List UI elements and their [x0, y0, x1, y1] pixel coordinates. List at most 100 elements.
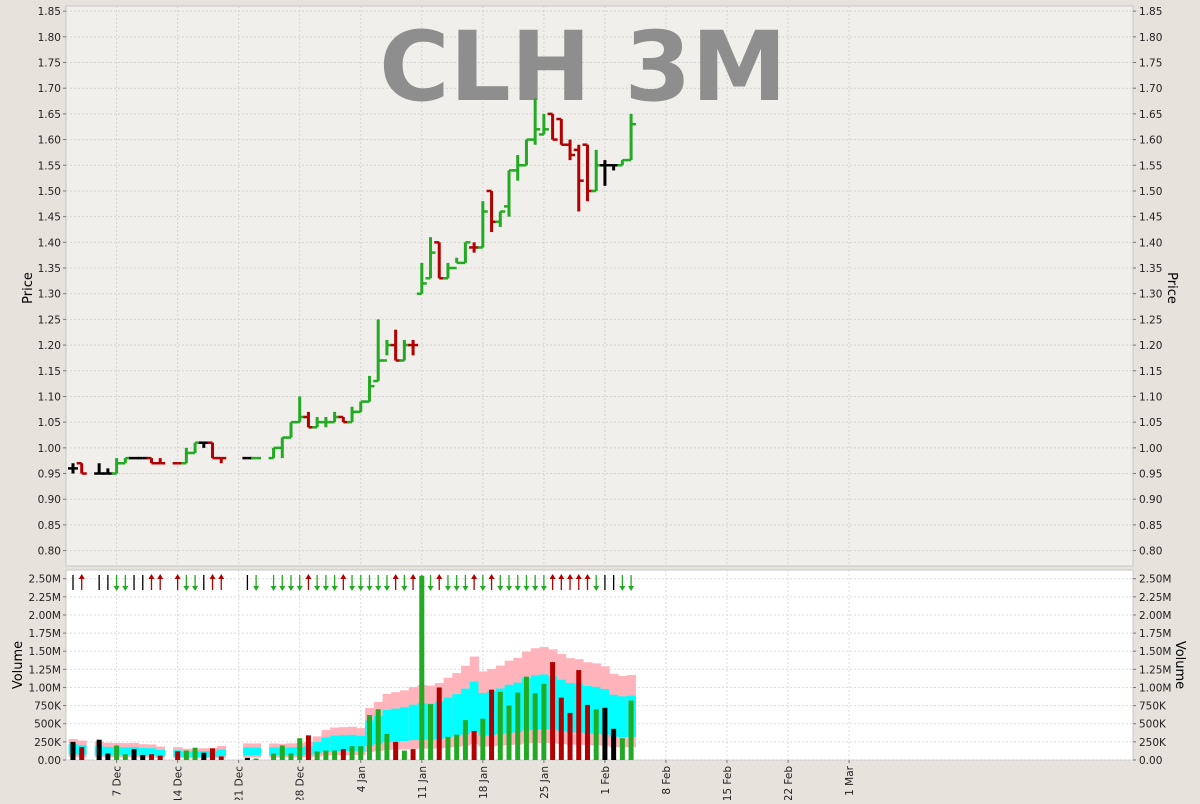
signal-marker — [392, 574, 399, 590]
signal-marker — [270, 575, 277, 591]
price-bars — [68, 98, 637, 475]
ohlc-bar — [216, 456, 227, 464]
signal-arrow-down — [322, 586, 329, 591]
volume-band-inner — [120, 747, 131, 756]
volume-tick-label: 750K — [34, 701, 62, 713]
signal-marker — [279, 575, 286, 591]
signal-marker — [540, 575, 547, 591]
x-tick-label: 1 Mar — [844, 765, 856, 796]
x-tick-label: 11 Jan — [417, 766, 429, 799]
volume-bar — [628, 700, 634, 760]
ohlc-bar — [477, 201, 488, 249]
ohlc-bar — [530, 98, 541, 145]
volume-bar — [192, 747, 198, 760]
volume-bar — [541, 683, 547, 760]
price-tick-label: 1.05 — [38, 417, 61, 429]
volume-bar — [375, 709, 381, 760]
ohlc-bar — [364, 375, 375, 403]
price-axis-left: 0.80 0.85 0.90 0.95 1.00 1.05 1.10 1.15 1.20 1.25… — [38, 6, 66, 558]
signal-arrow-up — [392, 574, 399, 579]
ohlc-bar — [76, 461, 87, 475]
volume-bar — [567, 712, 573, 760]
price-tick-label: 1.70 — [1139, 83, 1162, 95]
volume-bar — [428, 704, 434, 760]
volume-band-inner — [609, 694, 619, 737]
x-tick-label: 28 Dec — [295, 766, 307, 800]
signal-marker — [288, 575, 294, 591]
ohlc-bar — [425, 237, 436, 280]
signal-arrow-up — [174, 574, 181, 579]
volume-bar — [532, 693, 538, 760]
signal-arrow-down — [375, 586, 382, 591]
price-tick-label: 1.40 — [1139, 237, 1162, 249]
price-tick-label: 1.00 — [1139, 443, 1162, 455]
volume-band-inner — [251, 747, 261, 756]
volume-axis-right: 0.00 250K 500K 750K 1.00M 1.25M 1.50M 1.75M 2.00… — [1133, 574, 1171, 767]
price-tick-label: 1.25 — [1139, 314, 1162, 326]
signal-arrow-up — [78, 574, 85, 579]
ohlc-bar — [626, 113, 637, 162]
price-tick-label: 1.85 — [1139, 6, 1162, 18]
ohlc-bar — [538, 113, 549, 136]
signal-arrow-up — [471, 574, 478, 579]
volume-bar — [489, 689, 495, 760]
signal-marker — [619, 575, 626, 591]
price-tick-label: 0.95 — [1139, 469, 1162, 481]
volume-bar — [611, 728, 617, 760]
signal-arrow-down — [314, 586, 321, 591]
volume-band-inner — [103, 746, 113, 756]
price-tick-label: 1.30 — [1139, 289, 1162, 301]
volume-bar — [393, 741, 399, 760]
volume-bar — [584, 704, 590, 760]
ohlc-bar — [565, 139, 576, 161]
price-tick-label: 0.90 — [1139, 494, 1162, 506]
signal-arrow-down — [113, 586, 120, 591]
signal-marker — [471, 574, 478, 590]
volume-bar — [340, 749, 346, 760]
price-tick-label: 1.40 — [38, 237, 61, 249]
price-tick-label: 1.55 — [38, 160, 61, 172]
signal-arrow-up — [340, 574, 347, 579]
volume-bar — [148, 754, 154, 760]
volume-bar — [314, 751, 320, 760]
volume-tick-label: 500K — [1139, 719, 1167, 731]
signal-marker — [157, 574, 164, 590]
volume-band-inner — [338, 735, 349, 752]
signal-arrow-down — [279, 586, 286, 591]
signal-arrow-down — [383, 586, 390, 591]
volume-tick-label: 2.50M — [1139, 574, 1171, 586]
price-tick-label: 0.90 — [38, 494, 61, 506]
price-tick-label: 1.15 — [1139, 366, 1162, 378]
price-axis-label-right: Price — [1164, 272, 1179, 304]
signal-arrow-up — [209, 574, 216, 579]
price-tick-label: 0.95 — [38, 469, 61, 481]
signal-arrow-up — [488, 574, 495, 579]
signal-marker — [488, 574, 495, 590]
x-axis: 7 Dec 14 Dec 21 Dec 28 Dec 4 Jan 11 Jan 18 Jan… — [112, 760, 856, 803]
signal-marker — [584, 574, 591, 590]
price-tick-label: 0.80 — [1139, 546, 1162, 558]
volume-tick-label: 1.00M — [29, 682, 61, 694]
signal-arrow-up — [436, 574, 443, 579]
signal-marker — [305, 574, 312, 590]
price-tick-label: 1.30 — [38, 289, 61, 301]
signal-arrow-down — [349, 586, 356, 591]
volume-bar — [131, 749, 137, 760]
x-tick-label: 1 Feb — [600, 766, 612, 795]
signal-marker — [366, 575, 373, 591]
signal-arrow-down — [366, 586, 373, 591]
volume-band-inner — [452, 694, 462, 737]
volume-bar — [358, 746, 364, 760]
price-tick-label: 1.85 — [38, 6, 61, 18]
volume-tick-label: 750K — [1139, 701, 1167, 713]
volume-bar — [497, 691, 503, 760]
signal-arrow-up — [305, 574, 312, 579]
x-tick-label: 7 Dec — [112, 766, 124, 797]
volume-bar — [288, 753, 294, 760]
volume-band-inner — [286, 747, 296, 756]
signal-marker — [192, 575, 199, 591]
volume-tick-label: 250K — [34, 737, 62, 749]
volume-tick-label: 2.25M — [1139, 592, 1171, 604]
volume-bar — [297, 738, 303, 760]
